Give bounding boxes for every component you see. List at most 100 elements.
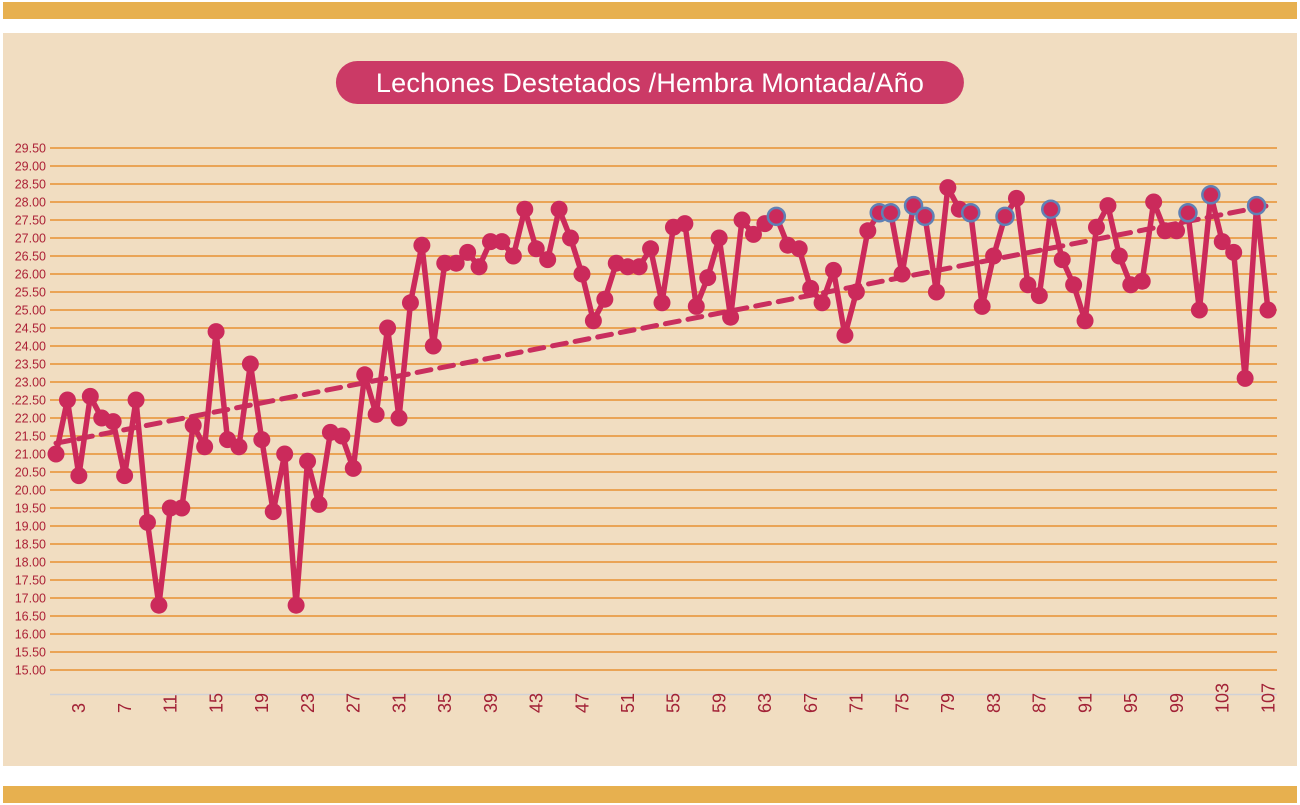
x-axis-tick-label: 15	[206, 693, 226, 713]
data-point	[264, 503, 282, 521]
y-axis-tick-label: 20.00	[15, 483, 46, 497]
y-axis-tick-label: 16.00	[15, 627, 46, 641]
data-point-ringed	[960, 203, 981, 223]
x-axis-tick-label: 19	[252, 693, 272, 713]
y-axis-tick-label: 22.00	[15, 411, 46, 425]
y-axis-tick-label: 18.00	[15, 555, 46, 569]
data-point	[562, 229, 580, 247]
y-axis-tick-label: 16.50	[15, 609, 46, 623]
data-point	[985, 247, 1003, 265]
y-axis-tick-label: 23.50	[15, 357, 46, 371]
x-axis-tick-label: 91	[1075, 693, 1095, 713]
data-point	[459, 243, 477, 261]
x-axis-tick-label: 79	[938, 693, 958, 713]
data-point	[939, 179, 957, 197]
data-point	[333, 427, 351, 445]
data-point	[241, 355, 259, 373]
top-accent-bar	[3, 2, 1297, 19]
data-point	[1030, 287, 1048, 305]
y-axis-tick-label: 25.00	[15, 303, 46, 317]
data-point	[825, 261, 843, 279]
y-axis-tick-label: 17.00	[15, 591, 46, 605]
data-point	[276, 445, 294, 463]
x-axis-tick-label: 39	[481, 693, 501, 713]
data-point	[1133, 272, 1151, 290]
data-point	[790, 240, 808, 258]
data-point	[744, 225, 762, 243]
x-axis-tick-label: 31	[389, 693, 409, 713]
y-axis-tick-label: 29.00	[15, 159, 46, 173]
data-point	[207, 323, 225, 341]
y-axis-tick-label: 24.00	[15, 339, 46, 353]
data-point	[527, 240, 545, 258]
x-axis-tick-label: 11	[161, 694, 181, 713]
data-point-ringed	[1246, 195, 1267, 216]
data-point	[299, 452, 317, 470]
data-point	[1099, 197, 1117, 215]
x-axis-tick-label: 95	[1121, 693, 1141, 713]
data-point-ringed	[1041, 199, 1061, 219]
data-point	[356, 366, 374, 384]
y-axis-tick-label: 19.00	[15, 519, 46, 533]
x-axis-tick-label: 35	[435, 693, 455, 713]
data-point	[344, 459, 362, 477]
data-point	[367, 405, 385, 423]
data-point	[310, 495, 328, 513]
data-point	[253, 431, 271, 449]
data-point	[1225, 243, 1243, 261]
data-point	[653, 294, 671, 312]
y-axis-tick-label: 18.50	[15, 537, 46, 551]
x-axis-tick-label: 23	[298, 693, 318, 713]
y-axis-tick-label: 26.00	[15, 267, 46, 281]
data-point-ringed	[915, 206, 935, 227]
y-axis-tick-label: 19.50	[15, 501, 46, 515]
data-point	[1190, 301, 1208, 319]
data-point	[138, 513, 156, 531]
x-axis-tick-label: 59	[709, 693, 729, 713]
y-axis-tick-label: 15.00	[15, 663, 46, 677]
data-point-ringed	[880, 203, 901, 223]
data-point	[1019, 276, 1037, 294]
data-point	[287, 596, 305, 614]
data-point	[470, 258, 488, 276]
y-axis-tick-label: 20.50	[15, 465, 46, 479]
data-point	[539, 251, 557, 269]
bottom-accent-bar	[3, 786, 1297, 803]
x-axis-tick-label: 99	[1167, 693, 1187, 713]
data-point	[104, 413, 122, 431]
data-point	[81, 387, 99, 405]
data-point	[230, 438, 248, 456]
data-point	[642, 240, 660, 258]
y-axis-tick-label: .22.50	[11, 393, 46, 407]
data-point	[127, 391, 145, 409]
data-point	[733, 211, 751, 229]
data-point	[676, 215, 694, 233]
x-axis-tick-label: 63	[755, 693, 775, 713]
data-point	[584, 312, 602, 330]
data-point	[1259, 301, 1277, 319]
data-point	[1065, 276, 1083, 294]
x-axis-tick-label: 27	[344, 693, 364, 713]
data-point	[493, 233, 511, 251]
data-point	[150, 596, 168, 614]
data-point	[573, 265, 591, 283]
data-point	[424, 337, 442, 355]
data-point	[1236, 369, 1254, 387]
data-point	[116, 467, 134, 485]
data-point	[1110, 247, 1128, 265]
y-axis-tick-label: 27.00	[15, 231, 46, 245]
y-axis-tick-label: 27.50	[15, 213, 46, 227]
data-point	[1076, 312, 1094, 330]
data-point	[173, 499, 191, 517]
data-point	[196, 438, 214, 456]
x-axis-tick-label: 51	[618, 693, 638, 713]
y-axis-tick-label: 28.00	[15, 195, 46, 209]
data-point	[813, 294, 831, 312]
y-axis-tick-label: 24.50	[15, 321, 46, 335]
data-point	[447, 254, 465, 272]
data-point	[184, 416, 202, 434]
data-point	[1087, 218, 1105, 236]
x-axis-tick-label: 7	[115, 703, 135, 713]
data-point	[47, 445, 65, 463]
data-point	[859, 222, 877, 240]
